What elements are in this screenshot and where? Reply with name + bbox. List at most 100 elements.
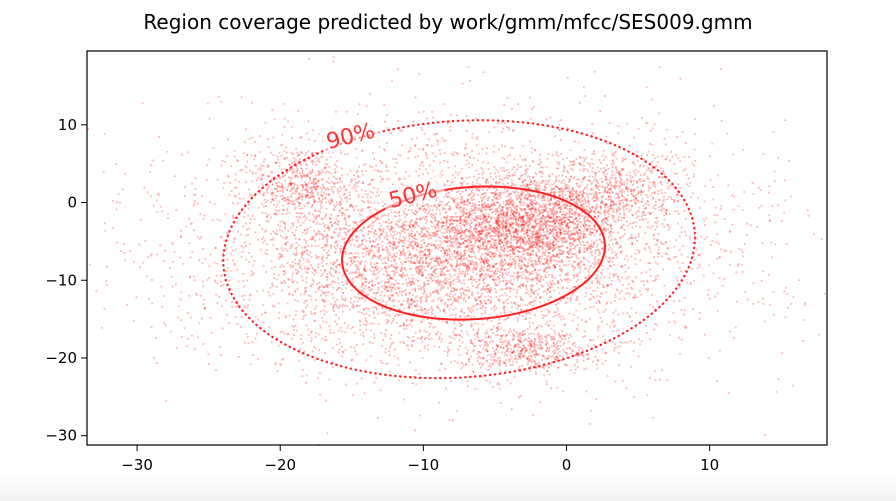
scatter-point bbox=[440, 246, 443, 248]
scatter-point bbox=[518, 195, 520, 197]
scatter-point bbox=[603, 227, 606, 230]
scatter-point bbox=[433, 233, 436, 236]
scatter-point bbox=[534, 239, 537, 242]
scatter-point bbox=[548, 225, 550, 227]
scatter-point bbox=[540, 216, 543, 219]
scatter-point bbox=[526, 190, 528, 192]
scatter-point bbox=[525, 242, 528, 245]
scatter-point bbox=[509, 265, 512, 268]
scatter-point bbox=[381, 312, 384, 314]
scatter-point bbox=[569, 216, 571, 218]
scatter-point bbox=[304, 290, 307, 293]
scatter-point bbox=[291, 279, 293, 281]
scatter-point bbox=[387, 281, 390, 284]
scatter-point bbox=[508, 246, 511, 249]
scatter-point bbox=[392, 320, 394, 323]
scatter-point bbox=[275, 213, 278, 216]
scatter-point bbox=[522, 220, 525, 223]
scatter-point bbox=[291, 325, 293, 327]
scatter-point bbox=[481, 217, 484, 220]
scatter-point bbox=[368, 215, 371, 218]
scatter-point bbox=[448, 257, 451, 260]
scatter-point bbox=[410, 267, 413, 270]
scatter-point bbox=[574, 222, 577, 225]
scatter-point bbox=[484, 215, 487, 218]
scatter-point bbox=[432, 279, 435, 282]
scatter-point bbox=[442, 221, 445, 224]
scatter-point bbox=[423, 242, 426, 244]
scatter-point bbox=[357, 293, 360, 296]
scatter-point bbox=[262, 174, 265, 177]
scatter-point bbox=[556, 231, 558, 234]
scatter-point bbox=[332, 275, 335, 278]
scatter-point bbox=[489, 287, 492, 289]
scatter-point bbox=[550, 232, 553, 234]
scatter-point bbox=[588, 261, 590, 263]
scatter-point bbox=[541, 241, 543, 244]
scatter-point bbox=[372, 312, 375, 315]
scatter-point bbox=[502, 205, 505, 208]
scatter-point bbox=[530, 198, 533, 201]
scatter-point bbox=[469, 197, 472, 200]
scatter-point bbox=[294, 206, 297, 209]
scatter-point bbox=[340, 167, 343, 170]
scatter-point bbox=[499, 226, 501, 229]
scatter-point bbox=[384, 286, 387, 288]
scatter-point bbox=[386, 237, 388, 240]
scatter-point bbox=[468, 360, 470, 363]
scatter-point bbox=[309, 284, 312, 287]
scatter-point bbox=[437, 298, 439, 301]
scatter-point bbox=[506, 282, 509, 284]
scatter-point bbox=[484, 191, 487, 194]
scatter-point bbox=[536, 260, 539, 263]
scatter-point bbox=[521, 267, 523, 270]
scatter-point bbox=[386, 290, 389, 292]
scatter-point bbox=[553, 187, 555, 189]
scatter-point bbox=[498, 254, 501, 257]
scatter-point bbox=[342, 274, 344, 276]
scatter-point bbox=[298, 204, 301, 207]
scatter-point bbox=[381, 247, 384, 250]
scatter-point bbox=[558, 189, 561, 192]
scatter-point bbox=[562, 196, 565, 199]
scatter-point bbox=[532, 291, 535, 294]
scatter-point bbox=[553, 197, 556, 200]
scatter-point bbox=[445, 236, 448, 239]
scatter-point bbox=[589, 220, 591, 223]
scatter-point bbox=[534, 187, 537, 190]
scatter-point bbox=[532, 226, 535, 229]
scatter-point bbox=[528, 248, 531, 251]
scatter-point bbox=[387, 294, 390, 297]
scatter-point bbox=[528, 187, 531, 189]
scatter-point bbox=[460, 310, 462, 313]
scatter-point bbox=[530, 207, 533, 210]
scatter-point bbox=[514, 246, 517, 249]
scatter-point bbox=[661, 242, 663, 245]
scatter-point bbox=[614, 309, 617, 312]
scatter-point bbox=[179, 298, 182, 301]
scatter-point bbox=[538, 187, 541, 190]
scatter-point bbox=[585, 209, 588, 211]
scatter-point bbox=[483, 274, 486, 277]
scatter-point bbox=[434, 260, 437, 263]
scatter-point bbox=[385, 246, 388, 248]
scatter-point bbox=[472, 263, 475, 265]
scatter-point bbox=[511, 182, 514, 185]
scatter-point bbox=[444, 212, 447, 214]
scatter-point bbox=[445, 277, 448, 280]
scatter-point bbox=[376, 308, 378, 311]
scatter-point bbox=[494, 270, 496, 272]
scatter-point bbox=[568, 164, 571, 167]
scatter-point bbox=[299, 207, 301, 210]
scatter-point bbox=[247, 227, 250, 230]
scatter-point bbox=[575, 254, 578, 257]
scatter-point bbox=[598, 251, 601, 254]
scatter-point bbox=[421, 295, 423, 298]
scatter-point bbox=[606, 223, 608, 225]
scatter-point bbox=[517, 236, 520, 238]
scatter-point bbox=[496, 218, 499, 221]
scatter-point bbox=[443, 250, 446, 253]
scatter-point bbox=[510, 225, 512, 227]
scatter-point bbox=[524, 158, 527, 160]
scatter-point bbox=[583, 225, 585, 228]
